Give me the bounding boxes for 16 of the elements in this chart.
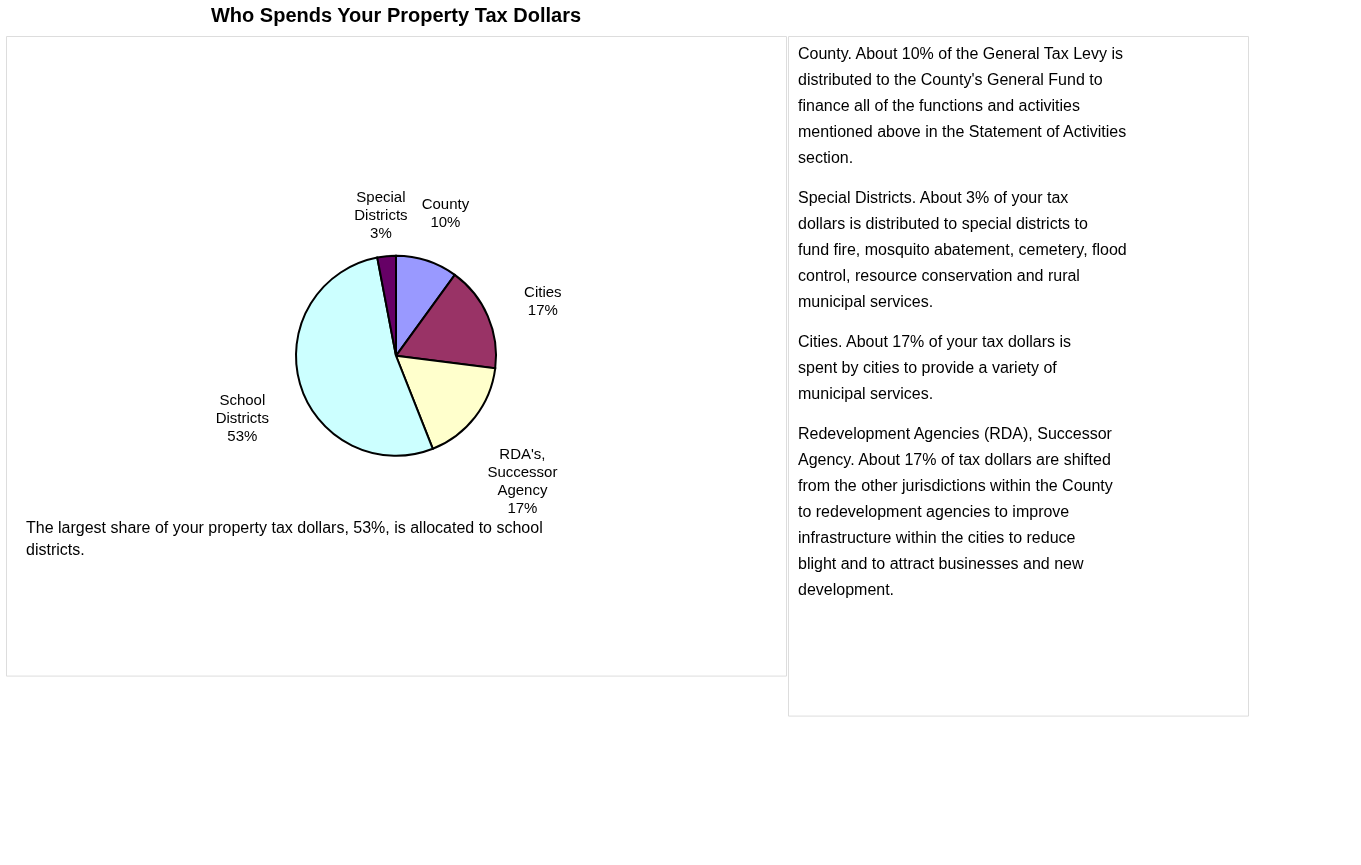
slice-label: County — [421, 194, 470, 212]
slice-label: Cities — [524, 283, 562, 301]
data-label: 17% — [527, 301, 558, 319]
text: Cities. About 17% of your tax dollars is spent by cities to provide a variety of municipal services. — [798, 333, 1072, 402]
text: Special Districts. About 3% of your tax dollars is distributed to special districts to fund fire, mosquito abatement, cemetery, flood control, resource conservation and rural municipal services. — [798, 189, 1127, 310]
data-label: 17% — [507, 498, 538, 516]
slice-label: School Districts — [215, 391, 270, 427]
chart-title: Who Spends Your Property Tax Dollars — [210, 4, 582, 26]
text: County. About 10% of the General Tax Levy is distributed to the County's General Fund to finance all of the functions and activities mentioned above in the Statement of Activities section. — [798, 45, 1127, 166]
slice-label: RDA's, Successor Agency — [487, 444, 558, 498]
slice-label: Special Districts — [354, 187, 408, 223]
data-label: 10% — [430, 212, 461, 230]
data-label: 53% — [227, 427, 258, 445]
text: Redevelopment Agencies (RDA), Successor Agency. About 17% of tax dollars are shifted from the other jurisdictions within the County to redevelopment agencies to improve infrastructure within the cities to reduce blight and to attract businesses and new development. — [798, 425, 1113, 598]
text: The largest share of your property tax dollars, 53%, is allocated to school districts. — [26, 518, 543, 558]
data-label: 3% — [370, 223, 392, 241]
